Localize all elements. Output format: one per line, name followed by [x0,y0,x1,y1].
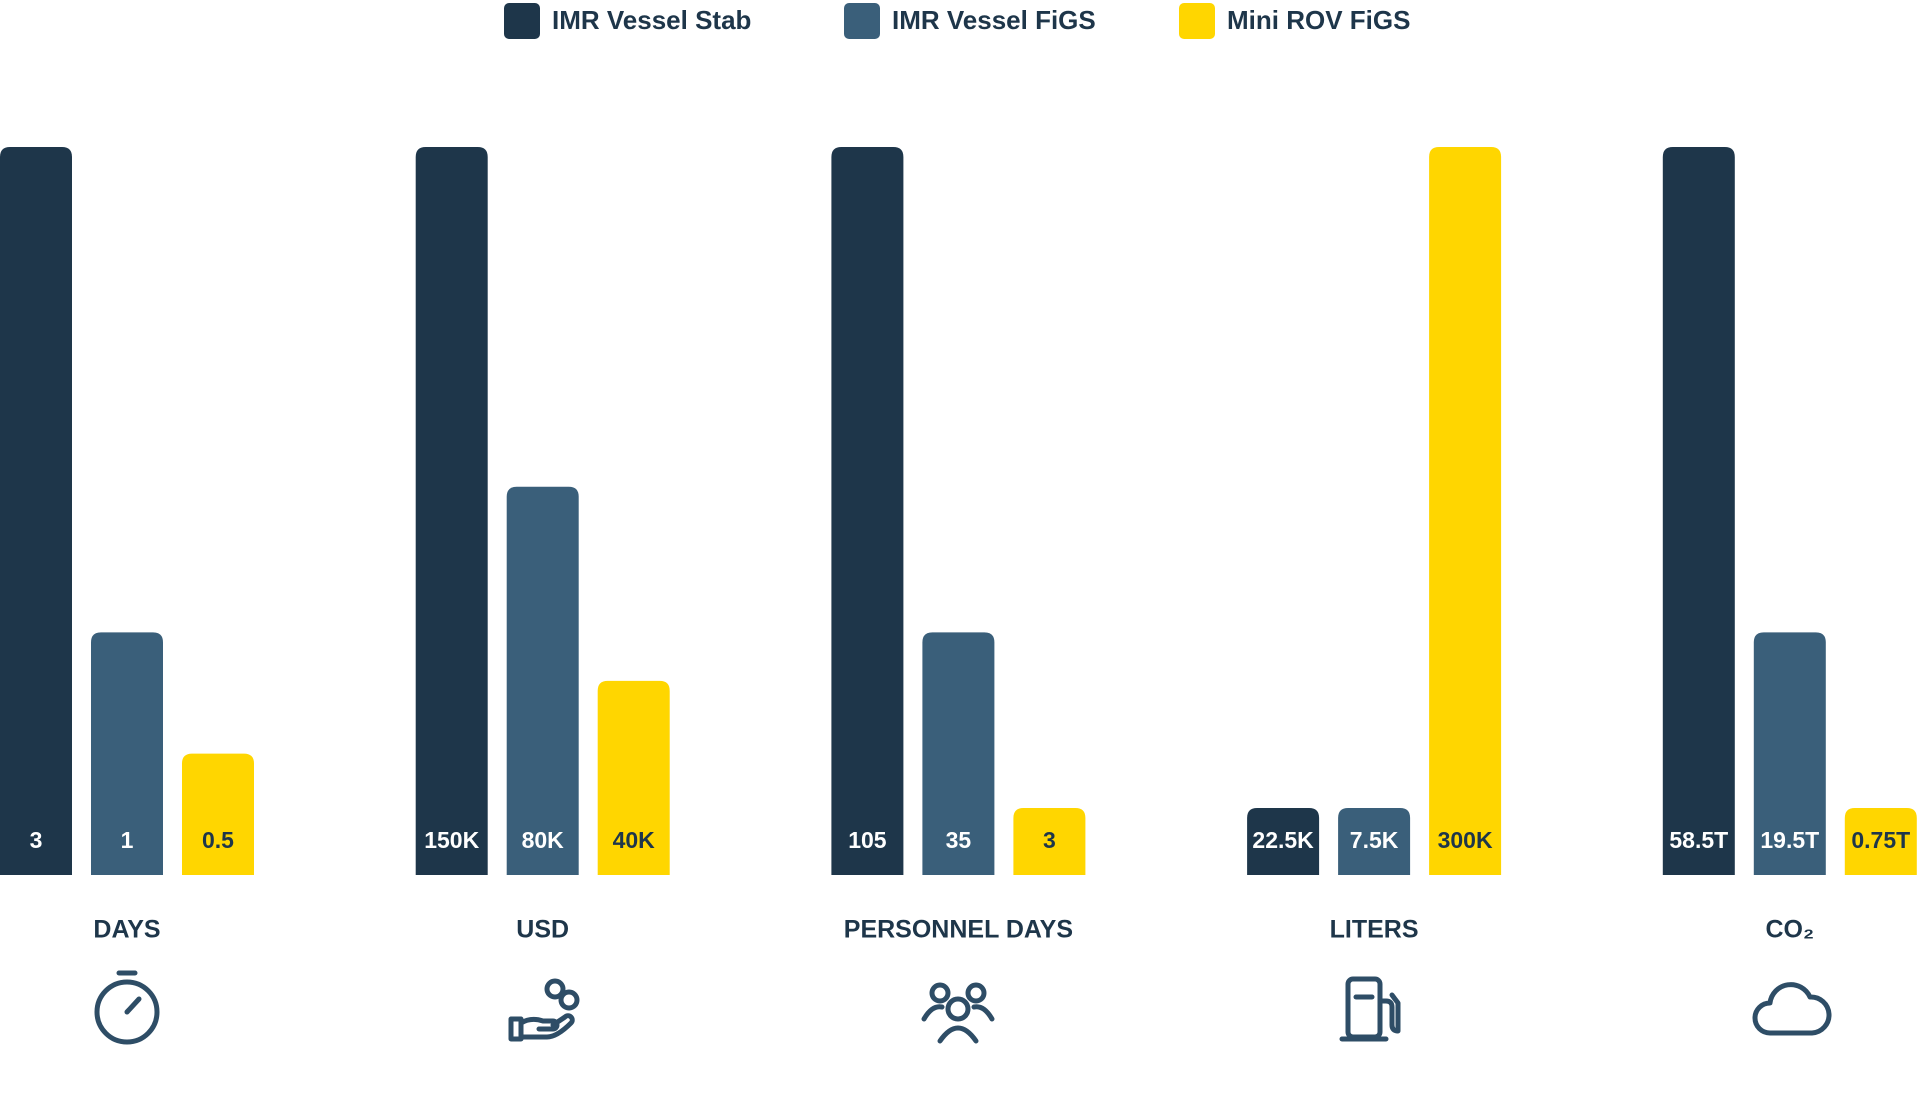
bar [506,486,579,875]
value-label: 35 [946,827,972,853]
bar [1844,808,1917,875]
bar [0,147,72,875]
bar [415,147,488,875]
value-label: 58.5T [1669,827,1728,853]
legend-swatch [504,3,540,39]
value-label: 150K [424,827,479,853]
value-label: 0.5 [202,827,234,853]
category-label: LITERS [1330,916,1419,944]
value-label: 300K [1438,827,1493,853]
category-label: USD [516,916,569,944]
bar [1753,632,1826,875]
value-label: 80K [522,827,565,853]
value-label: 7.5K [1350,827,1399,853]
bar [1662,147,1735,875]
legend-label: Mini ROV FiGS [1227,5,1410,35]
value-label: 3 [1043,827,1056,853]
value-label: 105 [848,827,887,853]
bar [1338,808,1411,875]
bar [1247,808,1320,875]
bar [182,753,254,875]
legend-label: IMR Vessel FiGS [892,5,1096,35]
category-label: CO₂ [1765,916,1814,944]
cloud-icon [1752,982,1832,1036]
legend-swatch [1179,3,1215,39]
money-hand-icon [508,978,580,1042]
value-label: 1 [121,827,134,853]
legend-swatch [844,3,880,39]
bar [597,680,670,875]
value-label: 19.5T [1760,827,1819,853]
value-label: 40K [613,827,656,853]
bar [91,632,163,875]
bar [1013,808,1086,875]
value-label: 0.75T [1851,827,1910,853]
category-label: DAYS [93,916,160,944]
people-icon [921,982,995,1044]
bar [922,632,995,875]
value-label: 3 [30,827,43,853]
fuel-icon [1339,976,1401,1042]
legend-label: IMR Vessel Stab [552,5,751,35]
value-label: 22.5K [1252,827,1314,853]
bar [1429,147,1502,875]
category-label: PERSONNEL DAYS [844,916,1073,944]
bar [831,147,904,875]
stopwatch-icon [94,970,160,1045]
